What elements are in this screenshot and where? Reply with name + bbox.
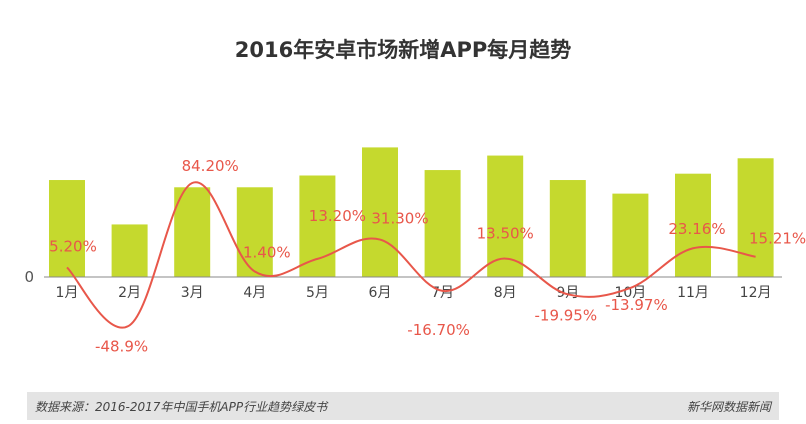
x-tick-label: 3月 <box>181 285 204 301</box>
line-data-label: 13.50% <box>477 225 534 243</box>
x-tick-label: 10月 <box>614 285 646 301</box>
line-data-label: -16.70% <box>407 321 470 339</box>
bars-layer <box>49 147 774 277</box>
x-tick-label: 2月 <box>118 285 141 301</box>
footer-brand: 新华网数据新闻 <box>686 400 771 414</box>
bar-6 <box>362 147 398 277</box>
bar-1 <box>49 180 85 277</box>
bar-3 <box>174 187 211 277</box>
line-data-label: 31.30% <box>371 210 428 228</box>
line-data-label: -48.9% <box>95 337 148 355</box>
bar-5 <box>299 175 336 277</box>
growth-line <box>66 181 756 329</box>
chart-title: 2016年安卓市场新增APP每月趋势 <box>234 38 572 62</box>
x-tick-label: 9月 <box>556 285 579 301</box>
line-data-label: 5.20% <box>49 237 97 255</box>
line-data-labels: 5.20% -48.9% 84.20% 1.40% 13.20% 31.30% -16.70… <box>49 157 806 355</box>
x-tick-label: 5月 <box>306 285 329 301</box>
x-tick-label: 8月 <box>494 285 517 301</box>
line-data-label: 1.40% <box>243 244 291 262</box>
line-data-label: 84.20% <box>182 157 239 175</box>
line-data-label: -19.95% <box>534 306 597 324</box>
bar-11 <box>675 173 711 277</box>
y-tick-zero: 0 <box>24 268 34 286</box>
line-data-label: -13.97% <box>605 296 668 314</box>
x-tick-label: 1月 <box>56 285 79 301</box>
bar-4 <box>236 187 273 277</box>
bar-10 <box>612 193 649 277</box>
x-tick-label: 11月 <box>677 285 709 301</box>
footer-bar: 数据来源：2016-2017年中国手机APP行业趋势绿皮书 新华网数据新闻 <box>27 392 779 420</box>
bar-2 <box>111 224 148 277</box>
line-data-label: 15.21% <box>749 230 806 248</box>
bar-8 <box>487 155 524 277</box>
line-data-label: 13.20% <box>309 207 366 225</box>
bar-9 <box>549 180 586 277</box>
footer-source: 数据来源：2016-2017年中国手机APP行业趋势绿皮书 <box>35 400 328 414</box>
line-data-label: 23.16% <box>668 220 725 238</box>
x-tick-label: 6月 <box>369 285 392 301</box>
x-tick-label: 12月 <box>740 285 772 301</box>
bar-12 <box>737 158 774 277</box>
bar-7 <box>424 170 461 277</box>
x-tick-label: 4月 <box>243 285 266 301</box>
chart-plot: 0 1月 2月 3月 4月 5月 6月 7月 8月 9月 10月 11月 12月 5.20%-48.9… <box>24 147 806 355</box>
